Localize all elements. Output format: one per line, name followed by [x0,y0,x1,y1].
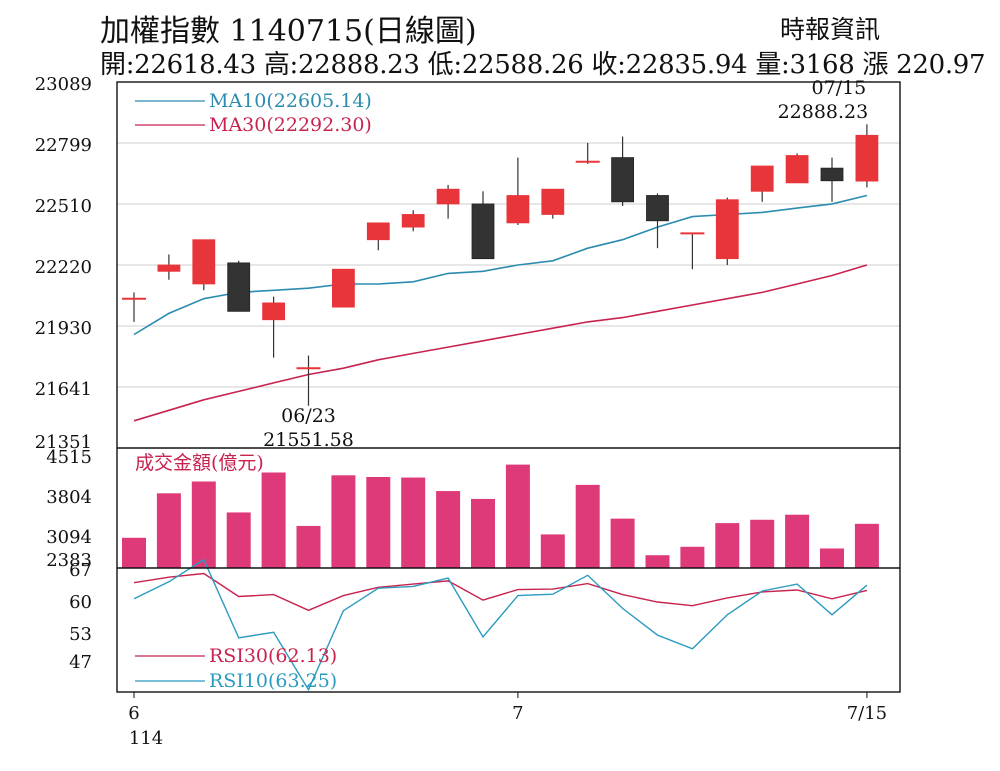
rsi-line [133,558,868,692]
volume-bar [820,548,844,568]
volume-bar [680,546,705,568]
y-tick-label: 23089 [35,74,92,95]
legend-label: MA30(22292.30) [209,114,372,136]
low-date-label: 06/23 [281,405,336,427]
candle-body [750,165,774,192]
x-tick-label: 7/15 [847,703,887,724]
volume-bar [401,477,426,568]
stat-high: 高:22888.23 [263,50,420,80]
candle-body [157,264,181,272]
source-label: 時報資訊 [780,15,881,44]
volume-bar [156,493,181,568]
volume-bar [785,514,810,568]
candle-body [331,268,355,308]
stat-low: 低:22588.26 [427,50,584,80]
candle-body [541,188,565,215]
volume-tick-label: 2383 [46,550,92,571]
chart-frame [116,81,901,698]
volume-bar [122,537,146,568]
high-value-label: 22888.23 [778,101,869,123]
candle-body [785,155,809,184]
candlesticks [122,124,879,406]
volume-bar [540,534,565,568]
plot-border [116,81,901,693]
volume-bar [436,491,461,568]
legends: MA10(22605.14)MA30(22292.30) RSI30(62.13)… [135,90,372,692]
x-year-label: 114 [129,728,163,749]
candle-body [471,203,495,260]
y-tick-label: 22510 [35,196,92,217]
low-value-label: 21551.58 [263,429,354,451]
legend-label: RSI10(63.25) [209,670,337,692]
volume-bar [331,475,356,568]
ma-line [133,264,868,422]
candle-body [820,167,844,182]
candle-body [646,195,669,222]
volume-bar [226,512,251,568]
x-tick-label: 6 [128,703,139,724]
volume-bar [366,476,391,568]
candle-body [506,195,530,224]
stat-change: 漲 220.97 [862,50,986,80]
ohlc-stats: 開:22618.43 高:22888.23 低:22588.26 收:22835.94… [100,44,993,81]
candle-body [611,157,634,203]
volume-bar [750,519,775,568]
y-tick-label: 21351 [35,432,92,453]
volume-bar [715,523,740,568]
y-tick-label: 22799 [35,135,92,156]
stat-open: 開:22618.43 [100,50,256,80]
candle-body [192,239,216,285]
moving-average-lines [133,194,868,422]
legend-label: RSI30(62.13) [209,645,337,667]
volume-tick-label: 3094 [46,527,92,548]
volume-bar [296,525,321,568]
stat-close: 收:22835.94 [591,50,748,80]
rsi-tick-label: 53 [69,624,92,645]
volume-bar [471,498,495,568]
y-tick-label: 21930 [35,318,92,339]
candle-body [401,214,425,228]
volume-bars [122,464,879,568]
volume-tick-label: 3804 [46,487,92,508]
candle-body [262,302,286,321]
volume-bar [505,464,530,568]
y-tick-label: 22220 [35,257,92,278]
volume-tick-label: 4515 [46,447,92,468]
volume-bar [645,555,670,568]
y-tick-label: 21641 [35,379,92,400]
candle-body [227,262,251,312]
candle-body [715,199,739,260]
rsi-tick-label: 60 [69,592,92,613]
volume-title: 成交金額(億元) [135,452,264,474]
chart-title: 加權指數 1140715(日線圖) [100,14,477,49]
rsi-lines [133,558,868,692]
candle-body [436,188,460,205]
legend-label: MA10(22605.14) [209,90,372,112]
stat-volume: 量:3168 [755,50,855,80]
candle-body [366,222,390,241]
candle-body [855,134,879,182]
volume-bar [191,481,216,568]
rsi-line [133,572,868,612]
rsi-tick-label: 47 [69,652,92,673]
volume-bar [610,518,635,568]
ma-line [133,194,868,336]
volume-bar [261,472,286,568]
volume-bar [575,484,600,568]
rsi-tick-label: 67 [69,560,92,581]
x-tick-label: 7 [512,703,523,724]
volume-bar [854,523,879,568]
high-date-label: 07/15 [812,77,867,99]
